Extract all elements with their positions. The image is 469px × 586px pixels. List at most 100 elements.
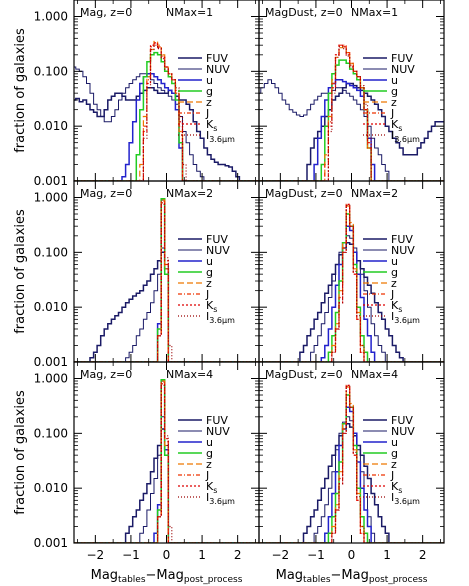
legend-label-z: z [206, 277, 212, 290]
legend-label-i36: I3.6μm [206, 129, 235, 144]
series-i36-line [259, 204, 444, 362]
y-tick-label: 0.010 [34, 300, 68, 314]
legend-label-j: J [205, 107, 209, 120]
x-axis-title: Magtables−Magpost_process [91, 568, 243, 585]
legend-label-ks: Ks [206, 299, 217, 314]
x-tick-label: −1 [122, 548, 140, 562]
legend-label-g: g [206, 85, 213, 98]
legend-label-z: z [206, 458, 212, 471]
series-ks-line [259, 384, 444, 543]
series-g-line [74, 378, 259, 543]
series-ks-line [74, 42, 259, 181]
legend-label-ks: Ks [206, 118, 217, 133]
plot-area [74, 378, 259, 543]
y-tick-label: 0.100 [34, 245, 68, 259]
x-tick-label: 1 [383, 548, 391, 562]
legend-label-j: J [390, 469, 394, 482]
y-axis-title: fraction of galaxies [13, 28, 28, 153]
panel-nmax-label: NMax=4 [351, 368, 398, 381]
series-ks-line [259, 44, 444, 181]
panel-frame [73, 361, 260, 544]
legend-label-u: u [206, 74, 213, 87]
y-tick-label: 0.001 [34, 536, 68, 550]
legend-label-i36: I3.6μm [206, 491, 235, 506]
series-j-line [74, 381, 259, 543]
legend-label-i36: I3.6μm [391, 491, 420, 506]
y-tick-label: 1.000 [34, 372, 68, 386]
legend-label-fuv: FUV [206, 414, 228, 427]
series-i36-line [259, 385, 444, 543]
legend-label-u: u [391, 436, 398, 449]
y-tick-label: 1.000 [34, 10, 68, 24]
series-z-line [74, 380, 259, 543]
plot-area [74, 40, 259, 181]
legend-label-j: J [205, 469, 209, 482]
series-ks-line [74, 202, 259, 362]
legend-label-u: u [206, 255, 213, 268]
y-tick-label: 0.001 [34, 355, 68, 369]
legend-label-nuv: NUV [391, 244, 415, 257]
legend-label-fuv: FUV [391, 414, 413, 427]
panel-3: 0.001 0.010 0.100 1.000 fraction of galaxies… [13, 180, 260, 369]
legend-label-j: J [205, 288, 209, 301]
x-axis-title: Magtables−Magpost_process [276, 568, 428, 585]
legend-label-j: J [390, 288, 394, 301]
legend-label-nuv: NUV [391, 63, 415, 76]
series-fuv-line [74, 251, 259, 362]
y-tick-label: 1.000 [34, 191, 68, 205]
y-tick-label: 0.001 [34, 174, 68, 188]
panel-6: −2 −1 0 1 2 Magtables−Magpost_process MagDust,… [258, 361, 445, 585]
panel-frame [258, 180, 445, 363]
legend-label-i36: I3.6μm [391, 310, 420, 325]
x-tick-label: −2 [271, 548, 289, 562]
series-z-line [74, 40, 259, 181]
panel-nmax-label: NMax=1 [166, 6, 213, 19]
series-nuv-line [74, 416, 259, 543]
series-nuv-line [259, 235, 444, 362]
legend-label-g: g [391, 447, 398, 460]
legend-label-nuv: NUV [206, 63, 230, 76]
series-nuv-line [74, 66, 259, 181]
legend-label-nuv: NUV [391, 425, 415, 438]
legend-label-u: u [206, 436, 213, 449]
panel-nmax-label: NMax=4 [166, 368, 213, 381]
series-j-line [259, 203, 444, 362]
legend-label-nuv: NUV [206, 244, 230, 257]
panel-frame [258, 361, 445, 544]
legend-label-i36: I3.6μm [391, 129, 420, 144]
y-tick-label: 0.100 [34, 426, 68, 440]
legend-label-u: u [391, 74, 398, 87]
series-g-line [259, 394, 444, 543]
x-tick-label: 2 [234, 548, 242, 562]
series-g-line [259, 213, 444, 362]
panel-frame [258, 0, 445, 182]
legend-label-ks: Ks [391, 118, 402, 133]
series-i36-line [74, 203, 259, 362]
panel-label: MagDust, z=0 [265, 368, 343, 381]
series-g-line [74, 51, 259, 181]
series-z-line [259, 205, 444, 362]
series-ks-line [259, 203, 444, 362]
series-z-line [74, 199, 259, 362]
panel-5: 0.001 0.010 0.100 1.000 fraction of galaxies… [13, 361, 260, 585]
legend-label-z: z [206, 96, 212, 109]
panel-label: Mag, z=0 [80, 187, 132, 200]
series-g-line [259, 59, 444, 181]
plot-area [74, 197, 259, 362]
legend-label-i36: I3.6μm [206, 310, 235, 325]
series-u-line [259, 406, 444, 543]
legend-label-fuv: FUV [391, 52, 413, 65]
legend-label-ks: Ks [391, 480, 402, 495]
x-tick-label: 1 [198, 548, 206, 562]
series-fuv-line [259, 241, 444, 362]
series-u-line [74, 73, 259, 181]
legend-label-g: g [391, 266, 398, 279]
legend-label-g: g [206, 266, 213, 279]
y-tick-label: 0.010 [34, 119, 68, 133]
panel-label: MagDust, z=0 [265, 187, 343, 200]
legend-label-z: z [391, 96, 397, 109]
y-axis-title: fraction of galaxies [13, 390, 28, 515]
legend-label-ks: Ks [206, 480, 217, 495]
